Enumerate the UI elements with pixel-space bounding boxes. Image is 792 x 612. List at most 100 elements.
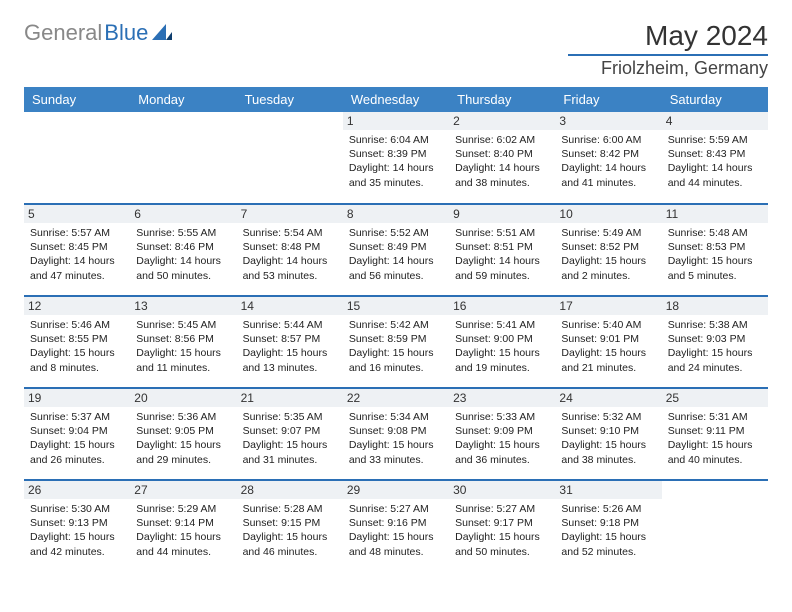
calendar-day-cell: .	[237, 112, 343, 204]
calendar-day-cell: 24 Sunrise: 5:32 AMSunset: 9:10 PMDayligh…	[555, 388, 661, 480]
day-number: 14	[237, 297, 343, 315]
calendar-day-cell: 30 Sunrise: 5:27 AMSunset: 9:17 PMDayligh…	[449, 480, 555, 572]
calendar-day-cell: 13Sunrise: 5:45 AMSunset: 8:56 PMDayligh…	[130, 296, 236, 388]
weekday-header: Wednesday	[343, 87, 449, 112]
day-info: Sunrise: 5:57 AMSunset: 8:45 PMDaylight:…	[30, 226, 124, 283]
calendar-day-cell: 11 Sunrise: 5:48 AMSunset: 8:53 PMDayligh…	[662, 204, 768, 296]
calendar-day-cell: 27Sunrise: 5:29 AMSunset: 9:14 PMDayligh…	[130, 480, 236, 572]
day-info: Sunrise: 6:02 AMSunset: 8:40 PMDaylight:…	[455, 133, 549, 190]
weekday-header: Monday	[130, 87, 236, 112]
day-info: Sunrise: 5:27 AMSunset: 9:17 PMDaylight:…	[455, 502, 549, 559]
day-number: 22	[343, 389, 449, 407]
location: Friolzheim, Germany	[568, 54, 768, 79]
calendar-day-cell: 29 Sunrise: 5:27 AMSunset: 9:16 PMDayligh…	[343, 480, 449, 572]
logo-triangle-icon	[152, 20, 172, 46]
calendar-day-cell: 9 Sunrise: 5:51 AMSunset: 8:51 PMDaylight…	[449, 204, 555, 296]
day-info: Sunrise: 5:31 AMSunset: 9:11 PMDaylight:…	[668, 410, 762, 467]
day-number: 19	[24, 389, 130, 407]
day-number: 1	[343, 112, 449, 130]
day-info: Sunrise: 5:34 AMSunset: 9:08 PMDaylight:…	[349, 410, 443, 467]
day-info: Sunrise: 5:27 AMSunset: 9:16 PMDaylight:…	[349, 502, 443, 559]
day-info: Sunrise: 5:49 AMSunset: 8:52 PMDaylight:…	[561, 226, 655, 283]
calendar-day-cell: .	[24, 112, 130, 204]
calendar-day-cell: 16 Sunrise: 5:41 AMSunset: 9:00 PMDayligh…	[449, 296, 555, 388]
day-info: Sunrise: 5:54 AMSunset: 8:48 PMDaylight:…	[243, 226, 337, 283]
calendar-day-cell: 2 Sunrise: 6:02 AMSunset: 8:40 PMDaylight…	[449, 112, 555, 204]
weekday-header: Tuesday	[237, 87, 343, 112]
logo-part1: General	[24, 20, 102, 46]
logo-part2: Blue	[104, 20, 148, 46]
calendar-day-cell: 18Sunrise: 5:38 AMSunset: 9:03 PMDayligh…	[662, 296, 768, 388]
day-number: 24	[555, 389, 661, 407]
day-number: 15	[343, 297, 449, 315]
day-info: Sunrise: 5:52 AMSunset: 8:49 PMDaylight:…	[349, 226, 443, 283]
day-number: 17	[555, 297, 661, 315]
day-number: 9	[449, 205, 555, 223]
day-info: Sunrise: 5:30 AMSunset: 9:13 PMDaylight:…	[30, 502, 124, 559]
day-info: Sunrise: 5:42 AMSunset: 8:59 PMDaylight:…	[349, 318, 443, 375]
day-info: Sunrise: 5:28 AMSunset: 9:15 PMDaylight:…	[243, 502, 337, 559]
day-info: Sunrise: 5:40 AMSunset: 9:01 PMDaylight:…	[561, 318, 655, 375]
weekday-header: Sunday	[24, 87, 130, 112]
day-info: Sunrise: 5:33 AMSunset: 9:09 PMDaylight:…	[455, 410, 549, 467]
day-number: 12	[24, 297, 130, 315]
calendar-day-cell: 20Sunrise: 5:36 AMSunset: 9:05 PMDayligh…	[130, 388, 236, 480]
day-number: 21	[237, 389, 343, 407]
day-number: 25	[662, 389, 768, 407]
day-info: Sunrise: 5:38 AMSunset: 9:03 PMDaylight:…	[668, 318, 762, 375]
calendar-day-cell: .	[662, 480, 768, 572]
weekday-header: Saturday	[662, 87, 768, 112]
day-number: 10	[555, 205, 661, 223]
title-block: May 2024 Friolzheim, Germany	[568, 20, 768, 79]
day-number: 13	[130, 297, 236, 315]
day-number: 30	[449, 481, 555, 499]
calendar-day-cell: 19Sunrise: 5:37 AMSunset: 9:04 PMDayligh…	[24, 388, 130, 480]
day-number: 16	[449, 297, 555, 315]
calendar-day-cell: 14 Sunrise: 5:44 AMSunset: 8:57 PMDayligh…	[237, 296, 343, 388]
day-number: 31	[555, 481, 661, 499]
day-number: 2	[449, 112, 555, 130]
day-number: 6	[130, 205, 236, 223]
day-info: Sunrise: 5:46 AMSunset: 8:55 PMDaylight:…	[30, 318, 124, 375]
calendar-day-cell: 17 Sunrise: 5:40 AMSunset: 9:01 PMDayligh…	[555, 296, 661, 388]
calendar-day-cell: 4Sunrise: 5:59 AMSunset: 8:43 PMDaylight…	[662, 112, 768, 204]
day-number: 29	[343, 481, 449, 499]
day-number: 7	[237, 205, 343, 223]
calendar-day-cell: 15 Sunrise: 5:42 AMSunset: 8:59 PMDayligh…	[343, 296, 449, 388]
day-number: 26	[24, 481, 130, 499]
calendar-day-cell: 26 Sunrise: 5:30 AMSunset: 9:13 PMDayligh…	[24, 480, 130, 572]
day-info: Sunrise: 5:55 AMSunset: 8:46 PMDaylight:…	[136, 226, 230, 283]
calendar-day-cell: 21 Sunrise: 5:35 AMSunset: 9:07 PMDayligh…	[237, 388, 343, 480]
day-number: 11	[662, 205, 768, 223]
calendar-day-cell: 6 Sunrise: 5:55 AMSunset: 8:46 PMDaylight…	[130, 204, 236, 296]
calendar-day-cell: 3 Sunrise: 6:00 AMSunset: 8:42 PMDaylight…	[555, 112, 661, 204]
calendar-day-cell: 28 Sunrise: 5:28 AMSunset: 9:15 PMDayligh…	[237, 480, 343, 572]
calendar-week-row: 19Sunrise: 5:37 AMSunset: 9:04 PMDayligh…	[24, 388, 768, 480]
day-number: 8	[343, 205, 449, 223]
calendar-day-cell: 23 Sunrise: 5:33 AMSunset: 9:09 PMDayligh…	[449, 388, 555, 480]
day-info: Sunrise: 6:04 AMSunset: 8:39 PMDaylight:…	[349, 133, 443, 190]
calendar-day-cell: 22 Sunrise: 5:34 AMSunset: 9:08 PMDayligh…	[343, 388, 449, 480]
calendar-day-cell: 7 Sunrise: 5:54 AMSunset: 8:48 PMDaylight…	[237, 204, 343, 296]
calendar-week-row: 5Sunrise: 5:57 AMSunset: 8:45 PMDaylight…	[24, 204, 768, 296]
day-info: Sunrise: 5:44 AMSunset: 8:57 PMDaylight:…	[243, 318, 337, 375]
calendar-day-cell: 25 Sunrise: 5:31 AMSunset: 9:11 PMDayligh…	[662, 388, 768, 480]
day-number: 28	[237, 481, 343, 499]
weekday-header: Friday	[555, 87, 661, 112]
header: GeneralBlue May 2024 Friolzheim, Germany	[24, 20, 768, 79]
calendar-week-row: ...1Sunrise: 6:04 AMSunset: 8:39 PMDayli…	[24, 112, 768, 204]
day-number: 23	[449, 389, 555, 407]
month-title: May 2024	[568, 20, 768, 52]
day-info: Sunrise: 6:00 AMSunset: 8:42 PMDaylight:…	[561, 133, 655, 190]
day-info: Sunrise: 5:48 AMSunset: 8:53 PMDaylight:…	[668, 226, 762, 283]
calendar-day-cell: 31Sunrise: 5:26 AMSunset: 9:18 PMDayligh…	[555, 480, 661, 572]
day-number: 20	[130, 389, 236, 407]
day-info: Sunrise: 5:41 AMSunset: 9:00 PMDaylight:…	[455, 318, 549, 375]
day-info: Sunrise: 5:29 AMSunset: 9:14 PMDaylight:…	[136, 502, 230, 559]
day-info: Sunrise: 5:32 AMSunset: 9:10 PMDaylight:…	[561, 410, 655, 467]
day-info: Sunrise: 5:35 AMSunset: 9:07 PMDaylight:…	[243, 410, 337, 467]
calendar-day-cell: .	[130, 112, 236, 204]
calendar-day-cell: 8 Sunrise: 5:52 AMSunset: 8:49 PMDaylight…	[343, 204, 449, 296]
day-number: 3	[555, 112, 661, 130]
day-info: Sunrise: 5:51 AMSunset: 8:51 PMDaylight:…	[455, 226, 549, 283]
